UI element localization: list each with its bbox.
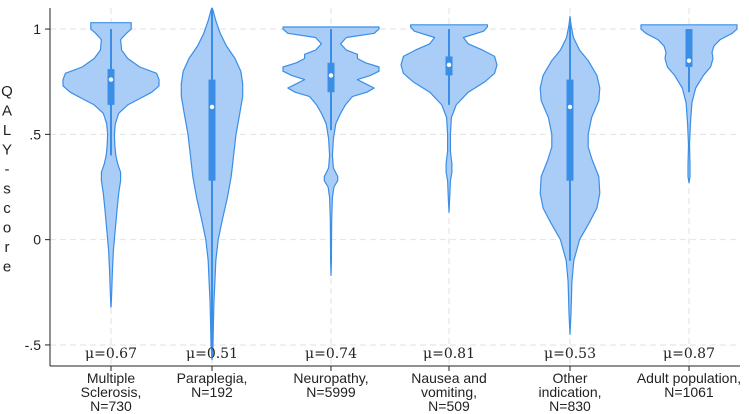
- mean-label-2: μ=0.51: [186, 346, 238, 362]
- y-axis-label-char: Q: [1, 83, 13, 100]
- category-label-line: Multiple: [87, 370, 135, 386]
- category-label-5: Other indication, N=830: [538, 370, 601, 414]
- violin-3: [282, 26, 380, 276]
- median-marker-3: [328, 73, 334, 78]
- y-axis-label-char: s: [3, 181, 11, 198]
- axis-layer: 1 .5 0 -.5: [25, 8, 740, 371]
- category-label-line: N=830: [549, 398, 591, 414]
- category-label-line: indication,: [538, 384, 601, 400]
- violin-layer: [62, 7, 738, 361]
- category-label-line: N=1061: [664, 384, 714, 400]
- violin-4: [400, 24, 498, 213]
- median-marker-5: [567, 104, 573, 110]
- category-label-2: Paraplegia, N=192: [177, 370, 248, 400]
- category-label-line: N=509: [428, 398, 470, 414]
- grid-layer: [50, 8, 740, 366]
- y-axis-label-char: -: [5, 161, 10, 178]
- category-label-line: vomiting,: [421, 384, 477, 400]
- mean-label-4: μ=0.81: [423, 346, 475, 362]
- y-axis-label-char: o: [3, 220, 11, 237]
- mean-label-1: μ=0.67: [85, 346, 137, 362]
- category-label-line: Sclerosis,: [81, 384, 142, 400]
- category-label-line: N=730: [90, 398, 132, 414]
- y-tick-label: -.5: [25, 337, 42, 353]
- violin-1: [62, 22, 160, 308]
- category-label-line: Other: [552, 370, 587, 386]
- category-label-line: Nausea and: [411, 370, 487, 386]
- mean-label-6: μ=0.87: [663, 346, 715, 362]
- category-label-4: Nausea and vomiting, N=509: [411, 370, 487, 414]
- median-marker-2: [209, 104, 215, 110]
- y-tick-label: 0: [33, 232, 41, 248]
- category-label-line: Adult population,: [637, 370, 741, 386]
- violin-6: [640, 24, 738, 184]
- iqr-box-2: [208, 79, 216, 181]
- category-label-line: Neuropathy,: [293, 370, 368, 386]
- iqr-box-5: [566, 79, 574, 181]
- y-axis-label-char: e: [3, 259, 11, 276]
- y-axis-label-char: c: [3, 200, 11, 217]
- iqr-box-1: [107, 69, 115, 105]
- category-label-line: N=192: [191, 384, 233, 400]
- y-axis-label-char: r: [5, 239, 10, 256]
- y-tick-label: .5: [29, 126, 41, 142]
- y-tick-label: 1: [33, 21, 41, 37]
- category-label-1: Multiple Sclerosis, N=730: [81, 370, 142, 414]
- median-marker-4: [446, 62, 452, 68]
- iqr-box-6: [685, 29, 693, 67]
- y-axis-label-char: A: [2, 103, 12, 120]
- category-label-3: Neuropathy, N=5999: [293, 370, 368, 400]
- median-marker-6: [686, 58, 692, 63]
- mean-label-3: μ=0.74: [305, 346, 357, 362]
- category-label-line: N=5999: [306, 384, 356, 400]
- category-label-line: Paraplegia,: [177, 370, 248, 386]
- category-label-6: Adult population, N=1061: [637, 370, 741, 400]
- y-axis-label-char: Y: [2, 142, 12, 159]
- y-axis-label-char: L: [3, 122, 11, 139]
- mean-label-5: μ=0.53: [544, 346, 596, 362]
- median-marker-1: [108, 77, 114, 82]
